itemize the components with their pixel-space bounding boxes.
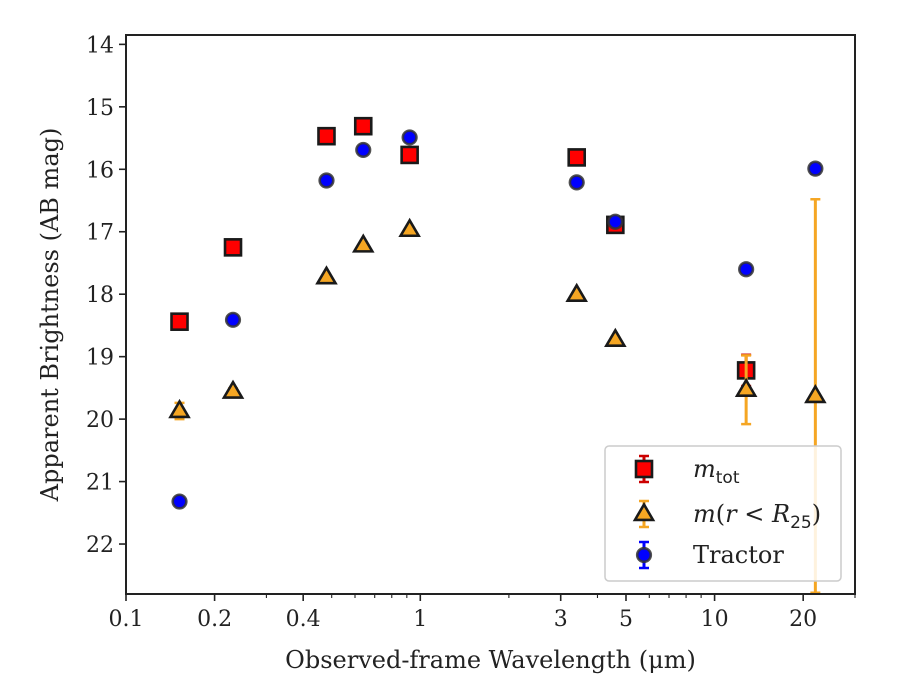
- data-point: [604, 327, 627, 347]
- data-point: [318, 172, 335, 189]
- data-point: [607, 213, 624, 230]
- plot-frame: [125, 34, 856, 595]
- x-tick-label: 1: [413, 607, 427, 632]
- y-tick-label: 15: [86, 96, 114, 121]
- legend-item-mtot: mtot: [634, 454, 740, 488]
- data-point: [401, 129, 418, 146]
- x-axis-title: Observed-frame Wavelength (μm): [285, 646, 696, 674]
- y-tick-label: 20: [86, 408, 114, 433]
- y-tick-label: 21: [86, 471, 114, 496]
- x-tick-label: 0.1: [109, 607, 144, 632]
- x-tick-label: 20: [789, 607, 817, 632]
- x-tick-label: 0.4: [286, 607, 321, 632]
- data-point: [734, 377, 758, 397]
- data-point: [171, 493, 188, 510]
- data-point: [355, 141, 372, 159]
- data-point: [568, 174, 585, 191]
- data-point: [738, 261, 755, 278]
- legend-label: mtot: [693, 455, 740, 488]
- y-tick-label: 18: [86, 283, 114, 308]
- data-point: [567, 148, 587, 167]
- data-point: [565, 282, 588, 303]
- legend-marker: [632, 501, 656, 522]
- y-tick-label: 22: [86, 533, 114, 558]
- y-tick-label: 17: [86, 221, 114, 246]
- y-tick-label: 16: [86, 158, 114, 183]
- axes-ticks: 0.1 0.2 0.4 1 3 5 10 20 14 15 16 17 18 19 20 21 22: [86, 33, 856, 632]
- data-point: [168, 398, 191, 419]
- data-point: [170, 312, 189, 331]
- legend-marker: [635, 546, 653, 564]
- data-point: [223, 238, 243, 257]
- legend-label: Tractor: [693, 541, 784, 569]
- y-tick-label: 14: [86, 33, 114, 58]
- legend-item-tractor: Tractor: [635, 540, 784, 570]
- data-point: [353, 116, 373, 136]
- data-point: [224, 311, 242, 328]
- series-tractor: [171, 129, 824, 510]
- x-tick-label: 10: [701, 607, 729, 632]
- data-point: [315, 265, 338, 285]
- series-mtot: [170, 116, 756, 388]
- x-tick-label: 5: [619, 607, 633, 632]
- data-point: [807, 160, 824, 177]
- legend-marker: [634, 459, 654, 479]
- y-axis-title: Apparent Brightness (AB mag): [36, 128, 64, 503]
- data-point: [398, 217, 421, 238]
- data-point: [400, 145, 419, 165]
- data-point: [351, 233, 375, 253]
- x-tick-label: 3: [554, 607, 568, 632]
- data-point: [317, 126, 336, 146]
- y-tick-label: 19: [86, 346, 114, 371]
- legend-box: [604, 445, 842, 582]
- data-point: [221, 379, 245, 399]
- x-tick-label: 0.2: [197, 607, 232, 632]
- data-point: [804, 383, 827, 404]
